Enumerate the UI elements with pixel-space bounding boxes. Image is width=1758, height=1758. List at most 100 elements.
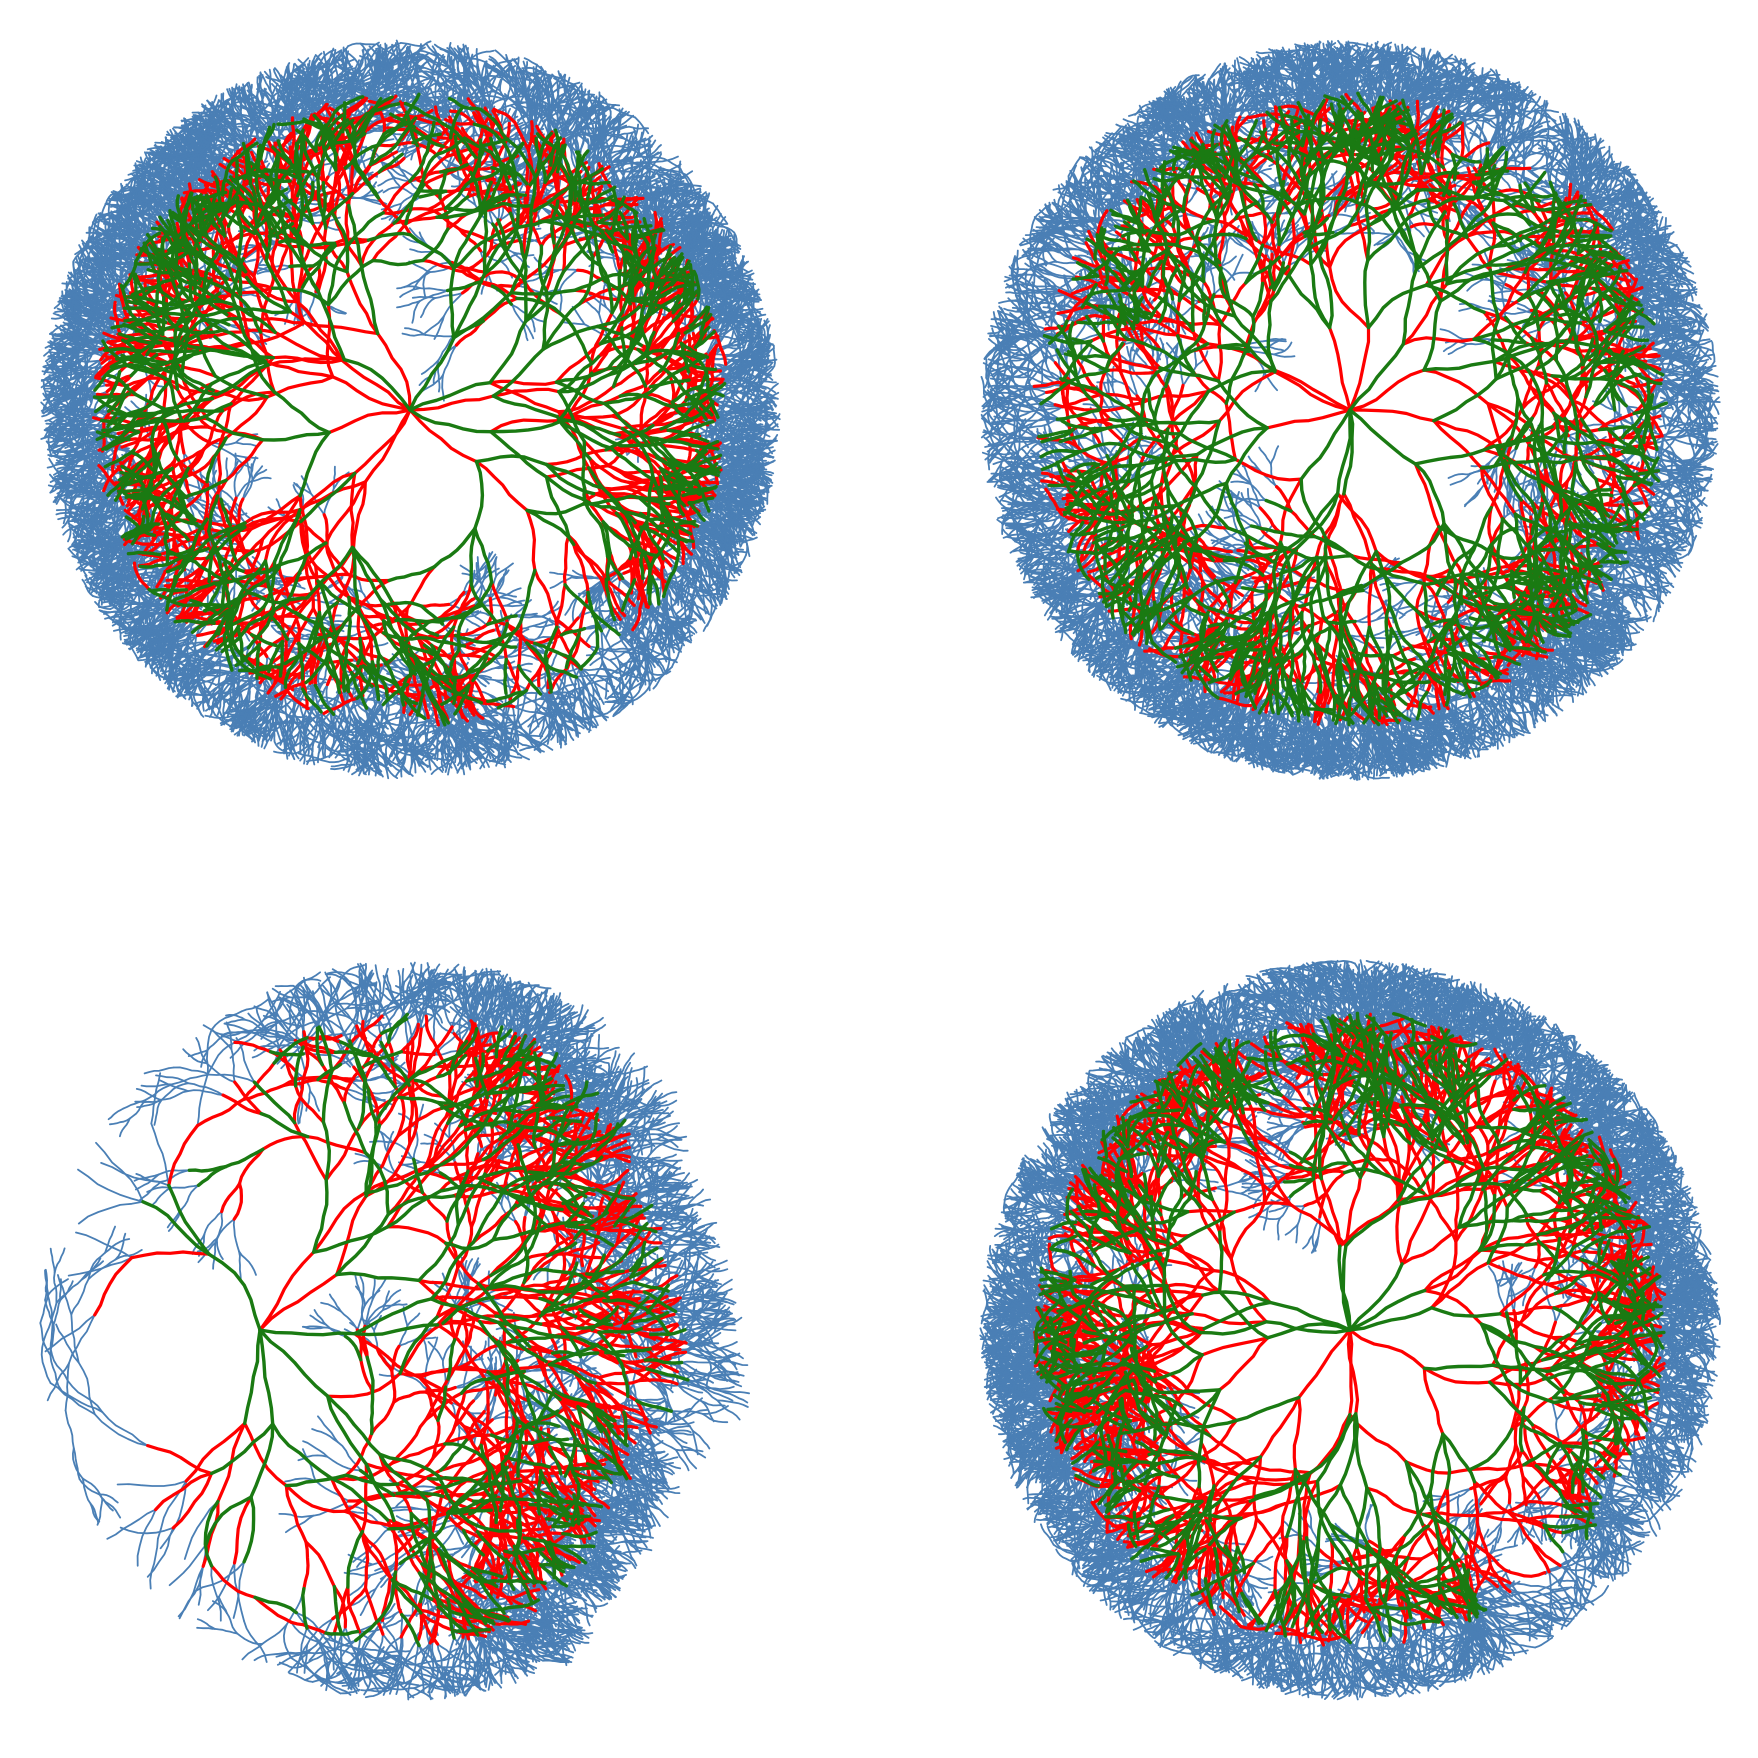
blue-vessel-segment <box>430 760 451 775</box>
blue-vessel-segment <box>630 140 652 151</box>
blue-vessel-segment <box>702 593 707 615</box>
blue-vessel-segment <box>67 547 83 563</box>
blue-vessel-segment <box>698 510 729 522</box>
blue-vessel-segment <box>408 227 429 247</box>
blue-vessel-segment <box>530 715 547 734</box>
blue-vessel-segment <box>532 738 554 751</box>
blue-vessel-segment <box>528 714 536 738</box>
blue-vessel-segment <box>702 192 708 213</box>
blue-vessel-segment <box>204 714 225 719</box>
blue-vessel-segment <box>380 664 404 675</box>
blue-vessel-segment <box>129 642 139 661</box>
blue-vessel-segment <box>562 719 575 741</box>
blue-vessel-segment <box>520 734 540 746</box>
blue-vessel-segment <box>225 457 229 480</box>
blue-vessel-segment <box>449 702 455 728</box>
blue-vessel-segment <box>612 701 630 718</box>
blue-vessel-segment <box>425 736 452 758</box>
blue-vessel-segment <box>622 650 655 659</box>
blue-vessel-segment <box>404 327 427 336</box>
blue-vessel-segment <box>688 592 705 622</box>
blue-vessel-segment <box>647 611 659 643</box>
blue-vessel-segment <box>647 666 673 682</box>
blue-vessel-segment <box>55 506 79 512</box>
blue-vessel-segment <box>229 674 233 700</box>
blue-vessel-segment <box>521 744 545 753</box>
blue-vessel-segment <box>377 760 399 779</box>
blue-vessel-segment <box>555 721 574 732</box>
blue-vessel-segment <box>680 583 690 603</box>
blue-vessel-segment <box>600 629 620 662</box>
blue-vessel-segment <box>680 598 706 624</box>
blue-vessel-segment <box>464 182 477 206</box>
blue-vessel-segment <box>739 431 744 455</box>
blue-vessel-segment <box>405 726 443 739</box>
blue-vessel-segment <box>746 401 765 422</box>
blue-vessel-segment <box>699 551 714 571</box>
blue-vessel-segment <box>463 610 482 619</box>
blue-vessel-segment <box>582 688 585 709</box>
blue-vessel-segment <box>612 696 627 716</box>
blue-vessel-segment <box>561 711 580 721</box>
blue-vessel-segment <box>594 609 611 613</box>
blue-vessel-segment <box>723 472 745 488</box>
blue-vessel-segment <box>400 726 408 756</box>
blue-vessel-segment <box>512 705 540 714</box>
blue-vessel-segment <box>725 535 733 553</box>
blue-vessel-segment <box>496 591 517 598</box>
blue-vessel-segment <box>396 300 421 309</box>
blue-vessel-segment <box>551 721 562 749</box>
blue-vessel-segment <box>626 638 641 664</box>
blue-vessel-segment <box>420 373 444 393</box>
blue-vessel-segment <box>585 712 609 720</box>
blue-vessel-segment <box>513 718 519 745</box>
blue-vessel-segment <box>713 544 721 572</box>
blue-vessel-segment <box>597 675 618 679</box>
blue-vessel-segment <box>436 726 443 762</box>
blue-vessel-segment <box>729 417 755 429</box>
blue-vessel-segment <box>399 287 421 298</box>
blue-vessel-segment <box>406 726 411 746</box>
blue-vessel-segment <box>657 657 676 661</box>
blue-vessel-segment <box>747 387 767 410</box>
blue-vessel-segment <box>712 413 747 423</box>
blue-vessel-segment <box>748 491 768 502</box>
blue-vessel-segment <box>560 694 575 718</box>
blue-vessel-segment <box>532 617 551 627</box>
blue-vessel-segment <box>214 669 241 673</box>
blue-vessel-segment <box>719 446 745 457</box>
blue-vessel-segment <box>603 151 614 177</box>
blue-vessel-segment <box>708 569 719 586</box>
blue-vessel-segment <box>499 729 524 746</box>
blue-vessel-segment <box>544 669 550 701</box>
blue-vessel-segment <box>485 736 492 760</box>
blue-vessel-segment <box>735 408 748 427</box>
blue-vessel-segment <box>515 615 544 619</box>
blue-vessel-segment <box>483 744 509 751</box>
blue-vessel-segment <box>371 685 382 709</box>
blue-vessel-segment <box>631 680 653 702</box>
blue-vessel-segment <box>684 583 690 605</box>
blue-vessel-segment <box>702 606 713 632</box>
blue-vessel-segment <box>447 722 451 751</box>
blue-vessel-segment <box>481 704 498 715</box>
blue-vessel-segment <box>687 553 693 579</box>
blue-vessel-segment <box>626 660 644 677</box>
blue-vessel-segment <box>733 554 747 574</box>
blue-vessel-segment <box>484 735 505 745</box>
blue-vessel-segment <box>496 734 507 755</box>
blue-vessel-segment <box>572 688 585 706</box>
blue-vessel-segment <box>463 616 482 629</box>
blue-vessel-segment <box>587 586 601 602</box>
blue-vessel-segment <box>493 721 516 727</box>
blue-vessel-segment <box>718 569 721 594</box>
blue-vessel-segment <box>475 562 480 582</box>
blue-vessel-segment <box>209 670 235 675</box>
blue-vessel-segment <box>383 713 407 724</box>
blue-vessel-segment <box>363 753 378 775</box>
blue-vessel-segment <box>745 412 776 417</box>
blue-vessel-segment <box>411 300 421 324</box>
blue-vessel-segment <box>536 620 548 640</box>
blue-vessel-segment <box>583 620 605 630</box>
